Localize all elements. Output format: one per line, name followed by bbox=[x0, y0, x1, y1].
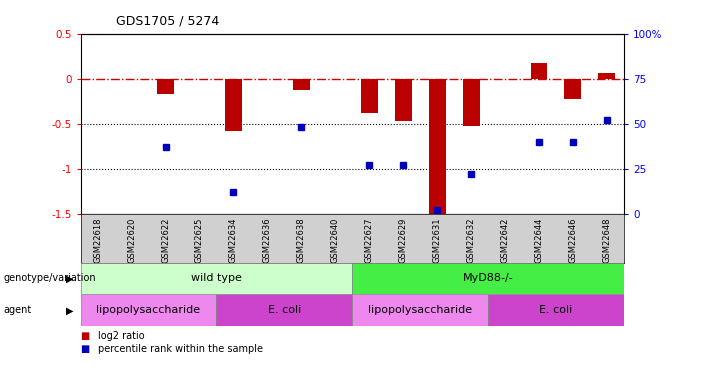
Bar bbox=[488, 294, 624, 326]
Text: E. coli: E. coli bbox=[268, 305, 301, 315]
Text: log2 ratio: log2 ratio bbox=[98, 331, 145, 340]
Text: GSM22627: GSM22627 bbox=[365, 217, 374, 263]
Bar bbox=[225, 79, 242, 131]
Bar bbox=[395, 79, 411, 121]
Text: lipopolysaccharide: lipopolysaccharide bbox=[368, 305, 472, 315]
Bar bbox=[463, 79, 479, 126]
Text: E. coli: E. coli bbox=[539, 305, 573, 315]
Text: lipopolysaccharide: lipopolysaccharide bbox=[97, 305, 200, 315]
Text: percentile rank within the sample: percentile rank within the sample bbox=[98, 344, 263, 354]
Text: MyD88-/-: MyD88-/- bbox=[463, 273, 513, 284]
Text: GDS1705 / 5274: GDS1705 / 5274 bbox=[116, 15, 219, 28]
Bar bbox=[353, 294, 488, 326]
Bar bbox=[361, 79, 378, 113]
Bar bbox=[157, 79, 174, 94]
Bar bbox=[217, 294, 353, 326]
Text: agent: agent bbox=[4, 305, 32, 315]
Text: GSM22625: GSM22625 bbox=[195, 217, 204, 263]
Text: GSM22618: GSM22618 bbox=[93, 217, 102, 263]
Text: GSM22632: GSM22632 bbox=[467, 217, 475, 263]
Text: GSM22646: GSM22646 bbox=[569, 217, 578, 263]
Text: GSM22638: GSM22638 bbox=[297, 217, 306, 263]
Text: GSM22648: GSM22648 bbox=[602, 217, 611, 263]
Text: ▶: ▶ bbox=[66, 273, 74, 284]
Bar bbox=[564, 79, 581, 99]
Text: wild type: wild type bbox=[191, 273, 242, 284]
Text: GSM22636: GSM22636 bbox=[263, 217, 272, 263]
Text: GSM22640: GSM22640 bbox=[331, 217, 340, 263]
Text: ■: ■ bbox=[81, 344, 90, 354]
Bar bbox=[293, 79, 310, 90]
Text: GSM22629: GSM22629 bbox=[399, 217, 408, 263]
Text: GSM22642: GSM22642 bbox=[501, 217, 510, 263]
Text: ■: ■ bbox=[81, 331, 90, 340]
Bar bbox=[81, 294, 217, 326]
Text: GSM22622: GSM22622 bbox=[161, 217, 170, 263]
Bar bbox=[81, 262, 353, 294]
Text: GSM22631: GSM22631 bbox=[433, 217, 442, 263]
Bar bbox=[353, 262, 624, 294]
Text: genotype/variation: genotype/variation bbox=[4, 273, 96, 284]
Bar bbox=[599, 74, 615, 79]
Bar bbox=[531, 63, 547, 79]
Text: GSM22620: GSM22620 bbox=[127, 217, 136, 263]
Bar bbox=[428, 79, 446, 216]
Text: GSM22644: GSM22644 bbox=[534, 217, 543, 263]
Text: GSM22634: GSM22634 bbox=[229, 217, 238, 263]
Text: ▶: ▶ bbox=[66, 305, 74, 315]
